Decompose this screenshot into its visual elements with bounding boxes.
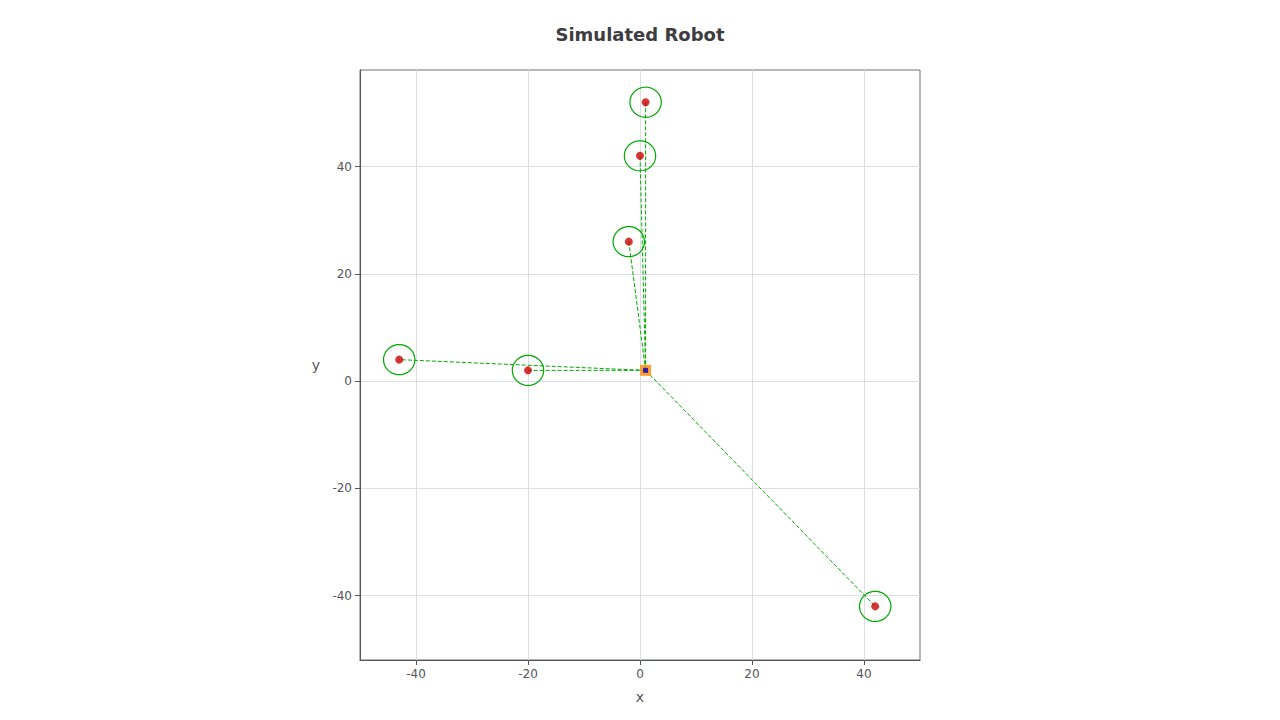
- svg-text:40: 40: [337, 160, 352, 174]
- svg-text:0: 0: [636, 667, 644, 681]
- svg-text:-20: -20: [332, 481, 352, 495]
- svg-text:20: 20: [337, 267, 352, 281]
- svg-text:-40: -40: [406, 667, 426, 681]
- svg-text:Simulated Robot: Simulated Robot: [555, 24, 724, 45]
- svg-text:-40: -40: [332, 589, 352, 603]
- svg-text:0: 0: [344, 374, 352, 388]
- svg-text:y: y: [312, 357, 320, 373]
- svg-text:x: x: [636, 689, 644, 705]
- svg-text:40: 40: [856, 667, 871, 681]
- svg-text:-20: -20: [518, 667, 538, 681]
- svg-text:20: 20: [744, 667, 759, 681]
